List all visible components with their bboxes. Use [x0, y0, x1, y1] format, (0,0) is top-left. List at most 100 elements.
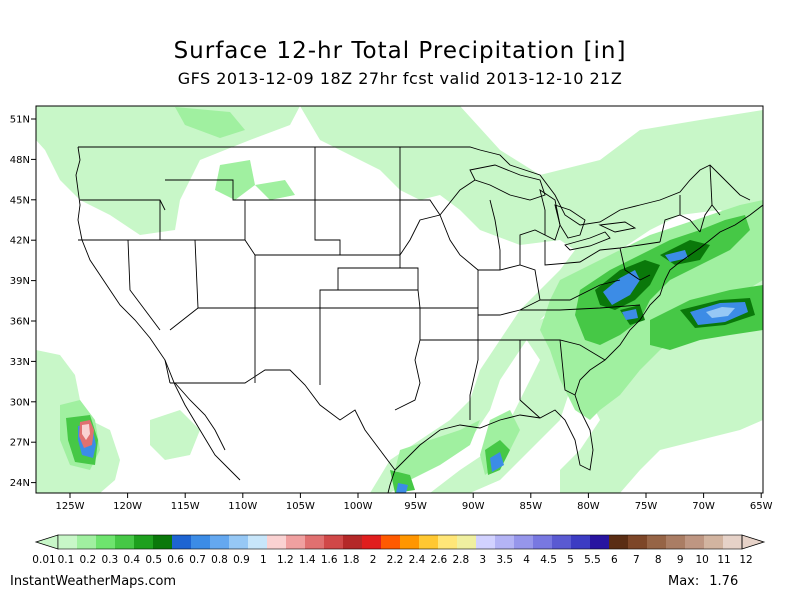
- colorbar-label: 1.4: [299, 554, 316, 566]
- colorbar-swatch: [305, 535, 325, 549]
- lon-label: 65W: [750, 501, 773, 512]
- colorbar-swatch: [438, 535, 458, 549]
- colorbar-swatch: [172, 535, 192, 549]
- lat-label: 36N: [10, 317, 30, 328]
- colorbar-label: 4: [523, 554, 530, 566]
- colorbar-label: 2.2: [387, 554, 404, 566]
- colorbar-swatch: [495, 535, 515, 549]
- colorbar-swatch: [58, 535, 78, 549]
- lon-label: 95W: [404, 501, 427, 512]
- lon-label: 120W: [113, 501, 142, 512]
- colorbar-swatch: [362, 535, 382, 549]
- colorbar-swatch: [685, 535, 705, 549]
- colorbar-swatch: [210, 535, 230, 549]
- lat-label: 33N: [10, 357, 30, 368]
- colorbar-label: 5.5: [584, 554, 601, 566]
- lat-label: 51N: [10, 115, 30, 126]
- colorbar-label: 0.01: [32, 554, 55, 566]
- lat-label: 42N: [10, 236, 30, 247]
- colorbar-swatch: [400, 535, 420, 549]
- colorbar-label: 0.6: [167, 554, 184, 566]
- colorbar-label: 11: [717, 554, 730, 566]
- map-frame: [35, 105, 764, 494]
- colorbar-swatch: [115, 535, 135, 549]
- colorbar-label: 9: [677, 554, 684, 566]
- colorbar-label: 0.1: [58, 554, 75, 566]
- colorbar-label: 0.4: [123, 554, 140, 566]
- lon-label: 105W: [286, 501, 315, 512]
- colorbar-swatch: [628, 535, 648, 549]
- colorbar-label: 0.9: [233, 554, 250, 566]
- lat-label: 48N: [10, 155, 30, 166]
- colorbar-swatch: [286, 535, 306, 549]
- colorbar-label: 1: [260, 554, 267, 566]
- colorbar-swatch: [704, 535, 724, 549]
- lon-label: 100W: [344, 501, 373, 512]
- colorbar-swatch: [324, 535, 344, 549]
- colorbar-swatch: [666, 535, 686, 549]
- colorbar-swatch: [343, 535, 363, 549]
- colorbar-label: 6: [611, 554, 618, 566]
- colorbar-swatch: [457, 535, 477, 549]
- colorbar-label: 5: [567, 554, 574, 566]
- colorbar-swatch: [191, 535, 211, 549]
- map-title: Surface 12-hr Total Precipitation [in]: [173, 38, 627, 64]
- colorbar-swatch: [229, 535, 249, 549]
- colorbar-label: 2: [370, 554, 377, 566]
- colorbar-swatch: [590, 535, 610, 549]
- colorbar-label: 2.8: [452, 554, 469, 566]
- colorbar-swatch: [514, 535, 534, 549]
- site-credit: InstantWeatherMaps.com: [10, 574, 177, 589]
- colorbar-swatch: [96, 535, 116, 549]
- colorbar-label: 1.2: [277, 554, 294, 566]
- colorbar-label: 0.7: [189, 554, 206, 566]
- lat-label: 24N: [10, 478, 30, 489]
- lon-label: 110W: [228, 501, 257, 512]
- colorbar-label: 1.8: [343, 554, 360, 566]
- colorbar-label: 8: [655, 554, 662, 566]
- colorbar-swatch: [533, 535, 553, 549]
- colorbar-label: 0.2: [80, 554, 97, 566]
- colorbar-label: 0.5: [145, 554, 162, 566]
- max-label: Max:: [668, 574, 700, 589]
- lat-label: 39N: [10, 276, 30, 287]
- colorbar-label: 2.4: [409, 554, 426, 566]
- colorbar-label: 1.6: [321, 554, 338, 566]
- colorbar-label: 3.5: [496, 554, 513, 566]
- colorbar-swatch: [609, 535, 629, 549]
- colorbar-label: 12: [739, 554, 752, 566]
- lon-label: 85W: [519, 501, 542, 512]
- colorbar-swatch: [476, 535, 496, 549]
- max-value-readout: Max: 1.76: [668, 574, 748, 589]
- lon-label: 115W: [171, 501, 200, 512]
- colorbar-swatch: [248, 535, 268, 549]
- map-subtitle: GFS 2013-12-09 18Z 27hr fcst valid 2013-…: [177, 69, 623, 88]
- colorbar-swatch: [571, 535, 591, 549]
- lat-label: 30N: [10, 397, 30, 408]
- lon-label: 90W: [462, 501, 485, 512]
- lon-label: 125W: [56, 501, 85, 512]
- colorbar-swatch: [134, 535, 154, 549]
- latitude-axis: 51N 48N 45N 42N 39N 36N 33N 30N 27N 24N: [10, 115, 36, 489]
- colorbar-swatch: [419, 535, 439, 549]
- max-value: 1.76: [709, 574, 739, 589]
- lon-label: 70W: [692, 501, 715, 512]
- colorbar-swatch: [267, 535, 287, 549]
- colorbar-label: 10: [695, 554, 708, 566]
- longitude-axis: 125W 120W 115W 110W 105W 100W 95W 90W 85W 80W 75W 7…: [56, 493, 773, 512]
- colorbar-label: 0.3: [101, 554, 118, 566]
- precip-max-area: [79, 420, 94, 448]
- boundaries: [75, 146, 763, 493]
- colorbar-left-arrow: [34, 534, 59, 550]
- colorbar-swatch: [723, 535, 743, 549]
- colorbar-label: 7: [633, 554, 640, 566]
- colorbar: 0.01 0.1 0.2 0.3 0.4 0.5 0.6 0.7 0.8 0.9 1 1.2 1.4 1.…: [32, 534, 766, 566]
- lon-label: 80W: [577, 501, 600, 512]
- colorbar-label: 2.6: [431, 554, 448, 566]
- colorbar-label: 0.8: [211, 554, 228, 566]
- colorbar-right-arrow: [741, 534, 766, 550]
- colorbar-swatch: [153, 535, 173, 549]
- colorbar-label: 3: [479, 554, 486, 566]
- colorbar-swatch: [77, 535, 97, 549]
